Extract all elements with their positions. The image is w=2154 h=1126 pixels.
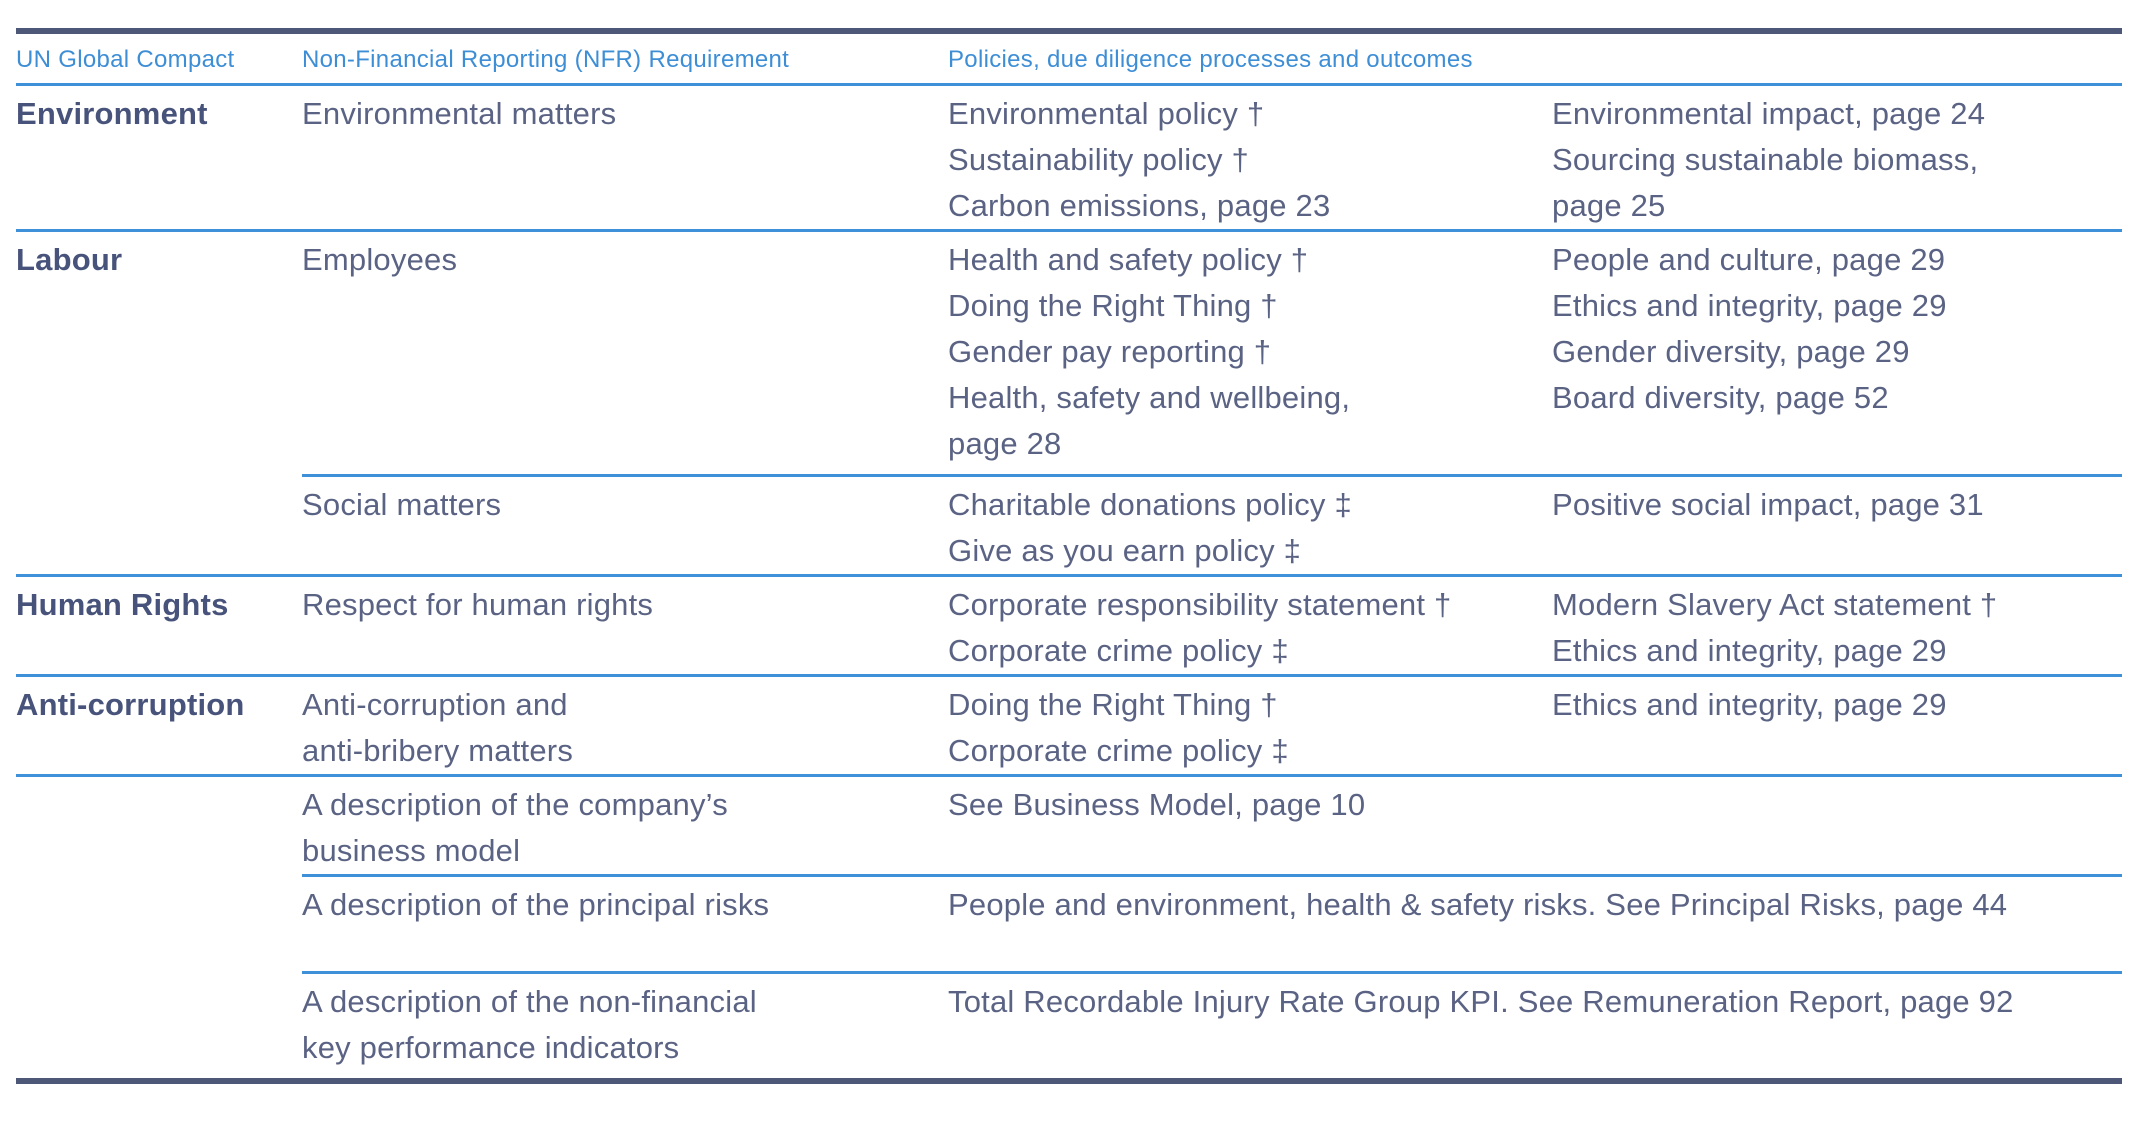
requirement-cell: A description of the principal risks (302, 874, 948, 928)
requirement-cell: Employees (302, 229, 948, 283)
outcomes-cell: People and culture, page 29 Ethics and i… (1552, 229, 2122, 421)
table-row-social-matters: Social matters Charitable donations poli… (16, 474, 2122, 574)
requirement-line: A description of the company’s (302, 787, 728, 822)
outcome-item: Board diversity, page 52 (1552, 380, 1889, 415)
category-label: Human Rights (16, 587, 229, 622)
outcome-item: People and culture, page 29 (1552, 242, 1946, 277)
policy-item: People and environment, health & safety … (948, 887, 2008, 922)
policies-cell: People and environment, health & safety … (948, 874, 2122, 928)
requirement-line: business model (302, 833, 521, 868)
requirement-cell: Anti-corruption and anti-bribery matters (302, 674, 948, 774)
outcome-item: Ethics and integrity, page 29 (1552, 288, 1947, 323)
table-row-environment: Environment Environmental matters Enviro… (16, 83, 2122, 229)
policies-cell: Corporate responsibility statement † Cor… (948, 574, 1552, 674)
category-label-empty (16, 874, 302, 882)
requirement-line: A description of the principal risks (302, 887, 770, 922)
outcome-item: page 25 (1552, 188, 1666, 223)
category-label-empty (16, 971, 302, 979)
nfr-compliance-table: UN Global Compact Non-Financial Reportin… (16, 28, 2122, 1084)
outcomes-cell: Modern Slavery Act statement † Ethics an… (1552, 574, 2122, 674)
table-row-anti-corruption: Anti-corruption Anti-corruption and anti… (16, 674, 2122, 774)
policies-cell: Doing the Right Thing † Corporate crime … (948, 674, 1552, 774)
policy-item: Corporate responsibility statement † (948, 587, 1452, 622)
policy-item: page 28 (948, 426, 1062, 461)
policy-item: Health and safety policy † (948, 242, 1309, 277)
policies-cell: Charitable donations policy ‡ Give as yo… (948, 474, 1552, 574)
policy-item: Health, safety and wellbeing, (948, 380, 1351, 415)
requirement-cell: Social matters (302, 474, 948, 528)
policy-item: Environmental policy † (948, 96, 1265, 131)
outcomes-cell: Environmental impact, page 24 Sourcing s… (1552, 83, 2122, 229)
category-label-empty (16, 474, 302, 482)
requirement-line: Social matters (302, 487, 502, 522)
requirement-line: key performance indicators (302, 1030, 680, 1065)
policies-cell: Environmental policy † Sustainability po… (948, 83, 1552, 229)
outcomes-cell: Positive social impact, page 31 (1552, 474, 2122, 528)
policy-item: Corporate crime policy ‡ (948, 733, 1289, 768)
policy-item: Corporate crime policy ‡ (948, 633, 1289, 668)
outcome-item: Modern Slavery Act statement † (1552, 587, 1998, 622)
requirement-line: Employees (302, 242, 458, 277)
policy-item: Total Recordable Injury Rate Group KPI. … (948, 984, 2014, 1019)
requirement-line: A description of the non-financial (302, 984, 757, 1019)
requirement-line: Environmental matters (302, 96, 617, 131)
policy-item: Sustainability policy † (948, 142, 1249, 177)
category-label: Environment (16, 96, 208, 131)
policy-item: See Business Model, page 10 (948, 787, 1366, 822)
requirement-line: Anti-corruption and (302, 687, 568, 722)
outcomes-cell: Ethics and integrity, page 29 (1552, 674, 2122, 728)
requirement-line: anti-bribery matters (302, 733, 574, 768)
policies-cell: Total Recordable Injury Rate Group KPI. … (948, 971, 2122, 1025)
category-label: Anti-corruption (16, 687, 245, 722)
header-nfr-requirement: Non-Financial Reporting (NFR) Requiremen… (302, 46, 790, 73)
policies-cell: Health and safety policy † Doing the Rig… (948, 229, 1552, 467)
outcome-item: Environmental impact, page 24 (1552, 96, 1986, 131)
outcome-item: Ethics and integrity, page 29 (1552, 633, 1947, 668)
requirement-cell: Environmental matters (302, 83, 948, 137)
policy-item: Give as you earn policy ‡ (948, 533, 1302, 568)
table-header-row: UN Global Compact Non-Financial Reportin… (16, 34, 2122, 83)
category-label-empty (16, 774, 302, 782)
outcome-item: Positive social impact, page 31 (1552, 487, 1984, 522)
policies-cell: See Business Model, page 10 (948, 774, 2122, 828)
outcome-item: Gender diversity, page 29 (1552, 334, 1910, 369)
policy-item: Carbon emissions, page 23 (948, 188, 1331, 223)
policy-item: Doing the Right Thing † (948, 687, 1278, 722)
requirement-cell: A description of the company’s business … (302, 774, 948, 874)
table-row-non-financial-kpis: A description of the non-financial key p… (16, 971, 2122, 1078)
requirement-cell: Respect for human rights (302, 574, 948, 628)
header-un-global-compact: UN Global Compact (16, 46, 235, 73)
policy-item: Gender pay reporting † (948, 334, 1272, 369)
outcome-item: Sourcing sustainable biomass, (1552, 142, 1979, 177)
table-row-business-model: A description of the company’s business … (16, 774, 2122, 874)
table-row-human-rights: Human Rights Respect for human rights Co… (16, 574, 2122, 674)
requirement-line: Respect for human rights (302, 587, 654, 622)
table-row-labour-employees: Labour Employees Health and safety polic… (16, 229, 2122, 474)
outcome-item: Ethics and integrity, page 29 (1552, 687, 1947, 722)
table-row-principal-risks: A description of the principal risks Peo… (16, 874, 2122, 971)
policy-item: Charitable donations policy ‡ (948, 487, 1352, 522)
category-label: Labour (16, 242, 123, 277)
requirement-cell: A description of the non-financial key p… (302, 971, 948, 1071)
header-policies-outcomes: Policies, due diligence processes and ou… (948, 46, 1473, 73)
policy-item: Doing the Right Thing † (948, 288, 1278, 323)
